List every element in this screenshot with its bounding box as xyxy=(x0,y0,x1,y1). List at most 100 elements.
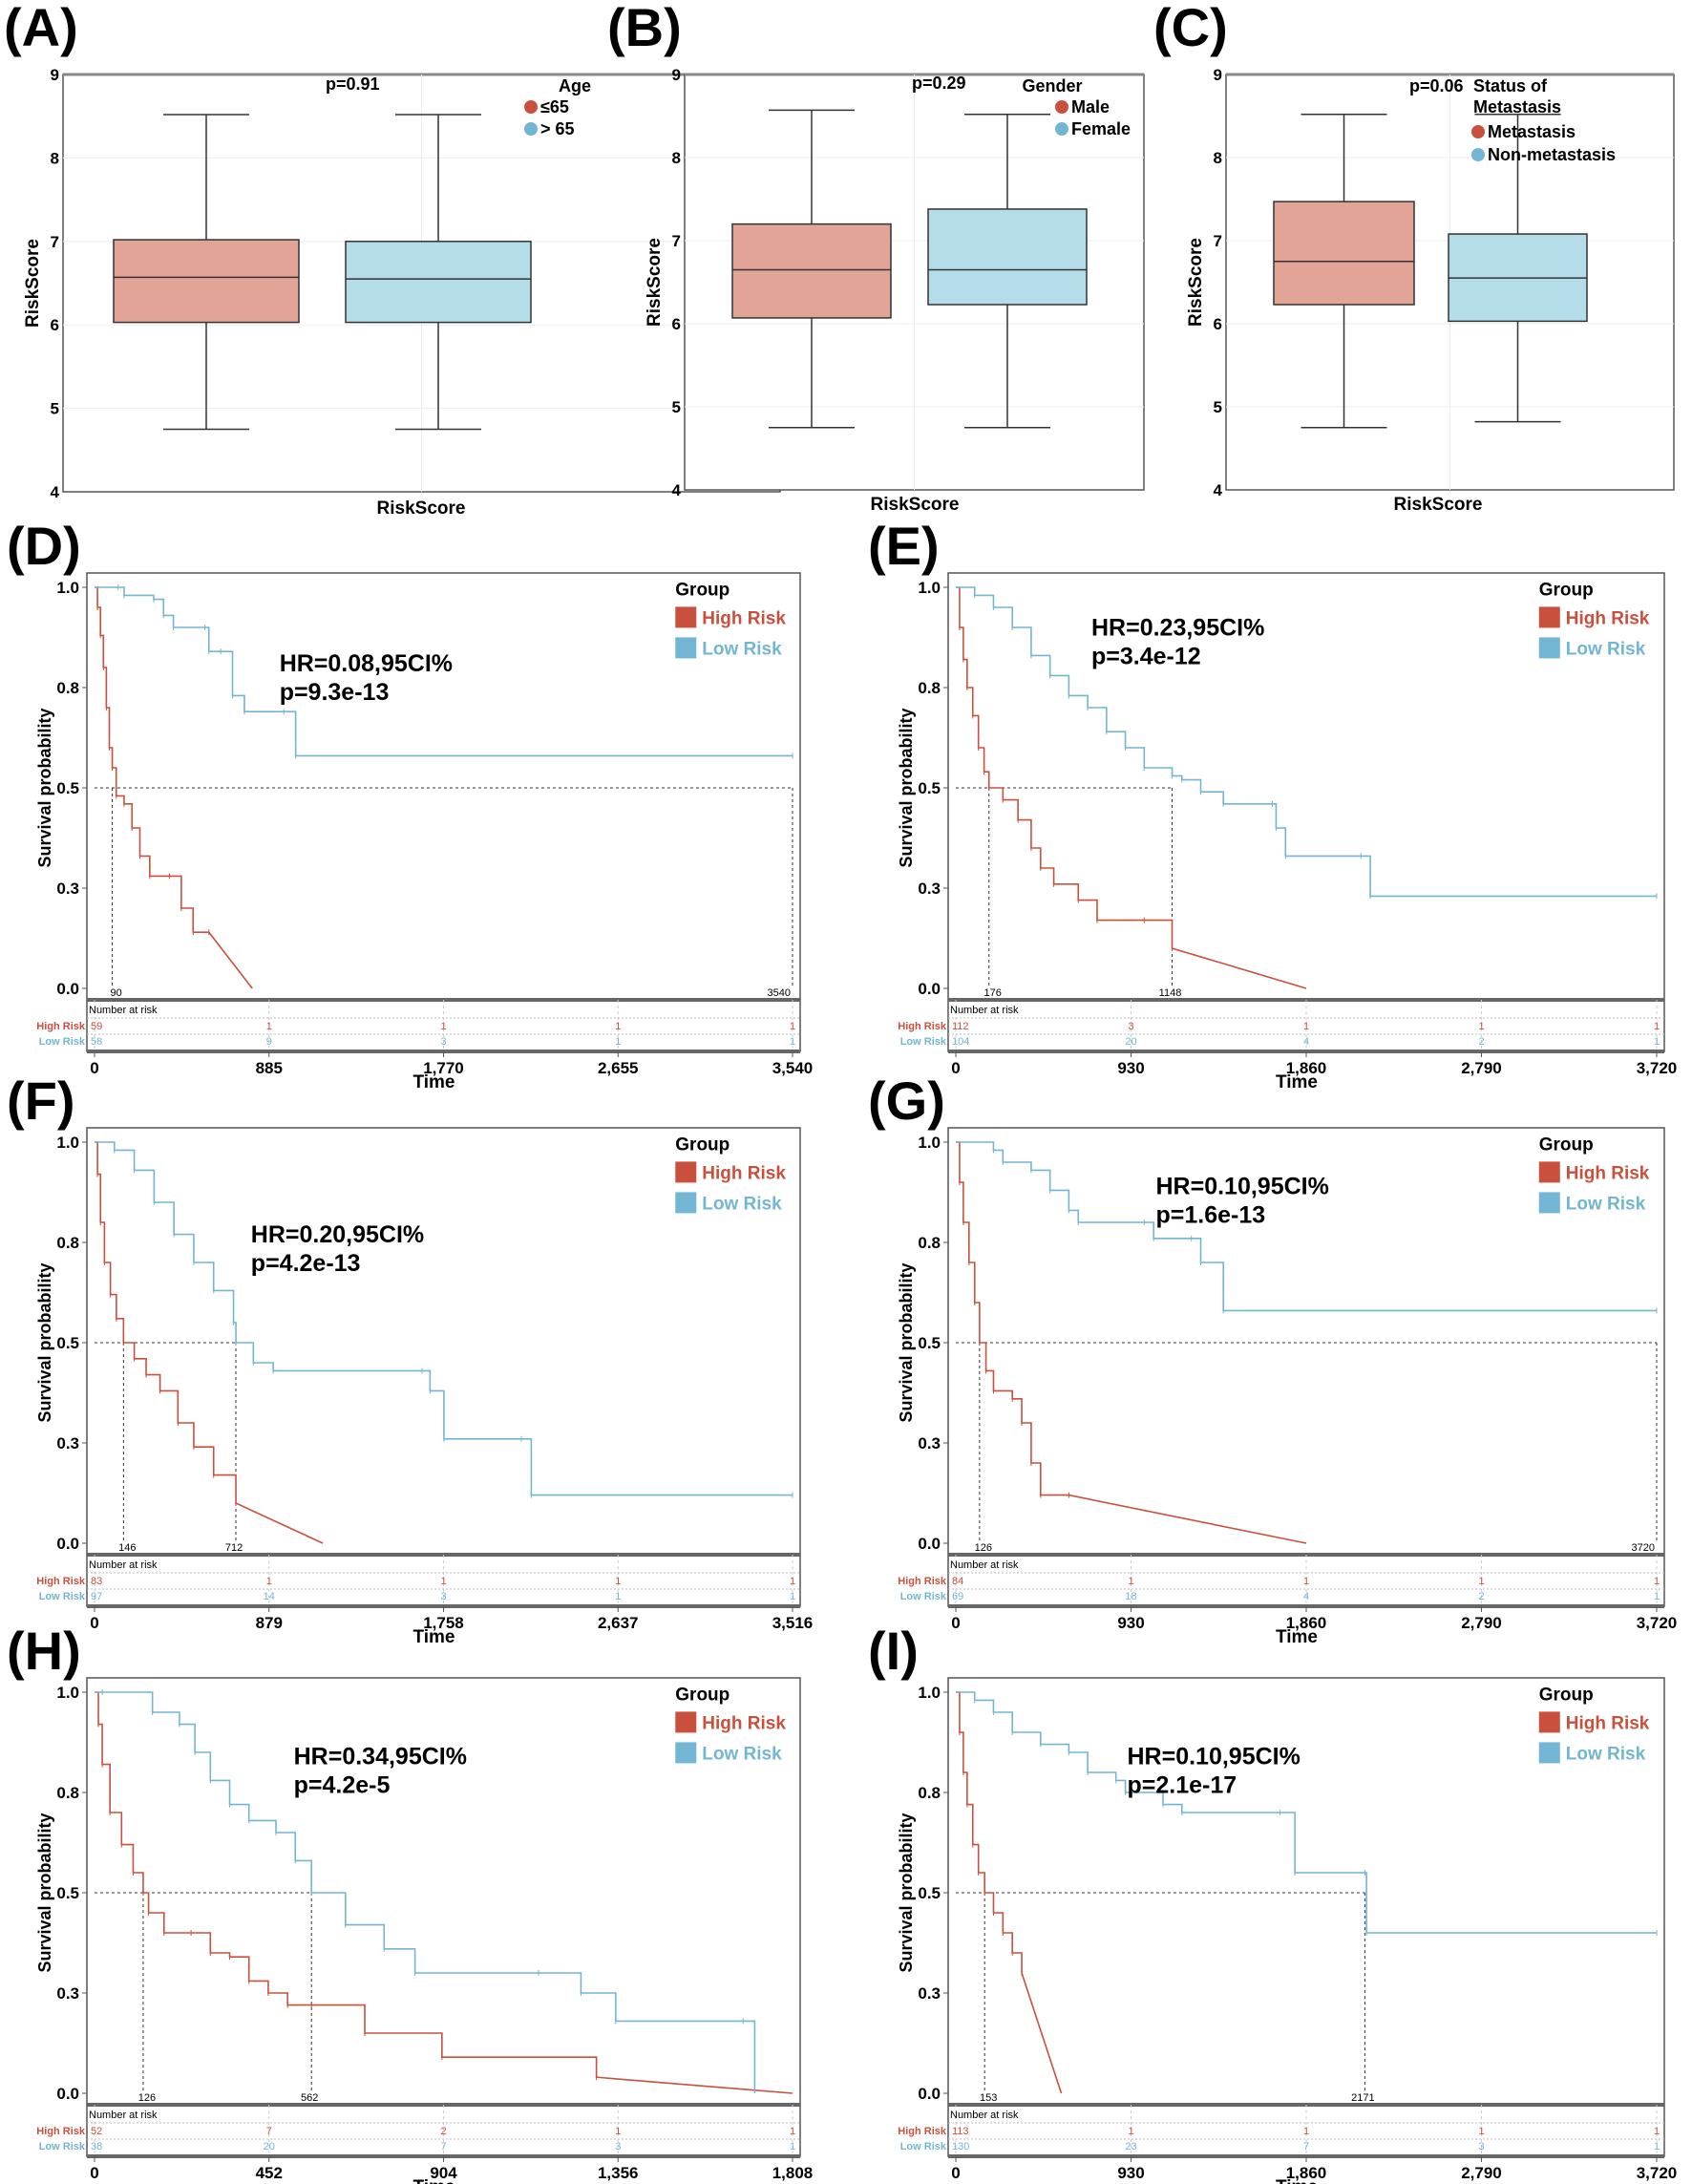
y-axis-label: RiskScore xyxy=(645,238,665,327)
legend-item: High Risk xyxy=(702,1163,786,1183)
p-value: p=9.3e-13 xyxy=(280,679,390,706)
y-tick-label: 0.8 xyxy=(918,1784,941,1802)
legend-item: ≤65 xyxy=(540,97,569,117)
risk-count: 1 xyxy=(615,1021,621,1032)
legend-item: Low Risk xyxy=(702,639,782,659)
legend-swatch-icon xyxy=(1538,1742,1560,1764)
legend-swatch-icon xyxy=(675,1742,697,1764)
x-axis-label: Time xyxy=(1276,1072,1318,1092)
x-tick-label: 1,808 xyxy=(772,2164,814,2182)
legend-title: Age xyxy=(559,76,591,95)
y-tick-label: 0.0 xyxy=(918,1535,941,1553)
legend-item: High Risk xyxy=(1566,1163,1650,1183)
p-value: p=0.06 xyxy=(1409,76,1464,95)
risk-table-title: Number at risk xyxy=(89,2110,158,2121)
legend-dot-icon xyxy=(1471,125,1485,138)
x-axis-label: RiskScore xyxy=(377,498,466,519)
legend-item: Male xyxy=(1071,97,1110,117)
legend-swatch-icon xyxy=(1538,1161,1560,1183)
y-tick-label: 0.3 xyxy=(918,880,941,898)
box-group2 xyxy=(927,208,1088,306)
legend-dot-icon xyxy=(1471,148,1485,161)
risk-count: 1 xyxy=(440,1021,446,1032)
legend-title: Group xyxy=(675,1134,730,1155)
high-risk-curve xyxy=(95,1141,324,1544)
y-tick-label: 0.0 xyxy=(56,980,79,998)
risk-count: 2 xyxy=(440,2126,446,2137)
p-value: p=1.6e-13 xyxy=(1156,1202,1266,1229)
risk-row-label: Low Risk xyxy=(39,1591,86,1602)
panel-label: (B) xyxy=(607,0,682,57)
y-tick-label: 0.0 xyxy=(56,2085,79,2103)
x-tick-label: 0 xyxy=(951,2164,960,2182)
risk-count: 20 xyxy=(264,2141,275,2152)
risk-table-title: Number at risk xyxy=(89,1559,158,1571)
risk-count: 38 xyxy=(91,2141,102,2152)
risk-count: 7 xyxy=(1303,2141,1309,2152)
x-axis-label: RiskScore xyxy=(871,495,960,515)
legend-item: Metastasis xyxy=(1488,122,1576,141)
x-tick-label: 0 xyxy=(90,2164,98,2182)
legend-item: Non-metastasis xyxy=(1488,145,1616,164)
risk-count: 3 xyxy=(440,1591,446,1602)
y-tick-label: 1.0 xyxy=(918,1134,941,1152)
risk-count: 113 xyxy=(952,2126,969,2137)
risk-count: 52 xyxy=(91,2126,102,2137)
hazard-ratio: HR=0.10,95CI% xyxy=(1128,1744,1301,1771)
legend-swatch-icon xyxy=(675,1161,697,1183)
risk-count: 1 xyxy=(615,1591,621,1602)
x-tick-label: 2,790 xyxy=(1461,2164,1502,2182)
y-tick-label: 0.0 xyxy=(918,2085,941,2103)
legend-swatch-icon xyxy=(1538,1711,1560,1733)
y-axis-label: Survival probability xyxy=(897,1813,916,1972)
low-risk-curve xyxy=(956,1691,1657,1934)
x-axis-label: Time xyxy=(1276,2177,1318,2184)
legend-swatch-icon xyxy=(1538,637,1560,659)
risk-row-label: Low Risk xyxy=(900,1036,947,1048)
y-tick-label: 6 xyxy=(672,315,681,333)
x-tick-label: 452 xyxy=(256,2164,283,2182)
high-risk-curve xyxy=(95,1691,793,2094)
median-label: 3720 xyxy=(1632,1542,1655,1554)
y-tick-label: 7 xyxy=(51,233,59,251)
x-axis-label: Time xyxy=(1276,1627,1318,1647)
risk-count: 84 xyxy=(952,1576,963,1587)
y-tick-label: 0.5 xyxy=(56,1884,79,1902)
risk-count: 1 xyxy=(1303,2126,1309,2137)
risk-row-label: Low Risk xyxy=(39,2141,86,2152)
risk-count: 97 xyxy=(91,1591,102,1602)
y-tick-label: 8 xyxy=(672,149,681,167)
x-tick-label: 1,770 xyxy=(423,1059,464,1077)
y-tick-label: 0.3 xyxy=(56,1984,79,2003)
y-tick-label: 0.3 xyxy=(918,1984,941,2003)
risk-row-label: High Risk xyxy=(898,1576,947,1587)
y-tick-label: 1.0 xyxy=(56,579,79,597)
x-tick-label: 1,860 xyxy=(1286,1059,1327,1077)
y-axis-label: Survival probability xyxy=(897,1262,916,1422)
y-tick-label: 0.3 xyxy=(56,1434,79,1452)
risk-count: 130 xyxy=(952,2141,969,2152)
median-label: 146 xyxy=(118,1542,136,1554)
legend-swatch-icon xyxy=(675,637,697,659)
median-label: 562 xyxy=(301,2092,318,2104)
risk-count: 1 xyxy=(1654,1591,1660,1602)
hazard-ratio: HR=0.23,95CI% xyxy=(1091,614,1264,641)
risk-count: 1 xyxy=(615,2126,621,2137)
y-tick-label: 6 xyxy=(1214,315,1222,333)
legend-swatch-icon xyxy=(675,1711,697,1733)
risk-count: 83 xyxy=(91,1576,102,1587)
x-tick-label: 2,637 xyxy=(598,1614,639,1632)
legend-title: Group xyxy=(1539,580,1594,600)
legend-title: Group xyxy=(1539,1685,1594,1705)
legend-item: High Risk xyxy=(1566,608,1650,628)
risk-count: 1 xyxy=(1128,1576,1133,1587)
box-group1 xyxy=(731,223,892,319)
legend-item: High Risk xyxy=(702,1713,786,1733)
risk-count: 7 xyxy=(266,2126,272,2137)
legend-title: Metastasis xyxy=(1473,97,1561,117)
legend-item: Low Risk xyxy=(1566,639,1646,659)
risk-count: 1 xyxy=(1478,1576,1484,1587)
x-tick-label: 1,758 xyxy=(423,1614,464,1632)
risk-count: 1 xyxy=(1654,2141,1660,2152)
